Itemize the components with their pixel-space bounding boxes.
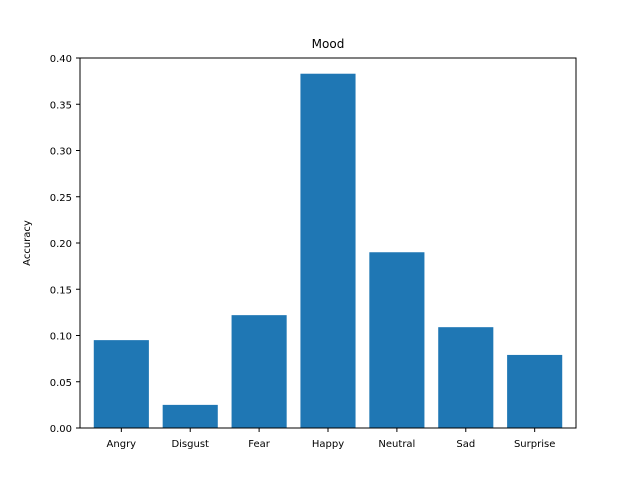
bar-happy — [300, 73, 356, 428]
bar-surprise — [507, 354, 563, 428]
x-ticks-group: Angry Disgust Fear Happy Neutral Sad Surprise — [107, 428, 555, 450]
bar-neutral — [369, 252, 425, 428]
x-tick-label: Fear — [248, 439, 270, 450]
y-axis-label: Accuracy — [22, 220, 33, 266]
y-tick-label: 0.00 — [50, 424, 72, 435]
bars-group — [93, 73, 563, 429]
x-tick-label: Neutral — [378, 439, 415, 450]
x-tick-label: Sad — [456, 439, 475, 450]
x-tick-label: Surprise — [514, 439, 555, 450]
x-tick-label: Angry — [107, 439, 137, 450]
bar-sad — [438, 327, 494, 428]
bar-disgust — [162, 404, 218, 429]
y-ticks-group: 0.00 0.05 0.10 0.15 0.20 0.25 0.30 0.35 0.40 — [50, 54, 80, 435]
y-tick-label: 0.20 — [50, 239, 72, 250]
y-tick-label: 0.40 — [50, 54, 72, 65]
y-tick-label: 0.15 — [50, 285, 72, 296]
x-tick-label: Disgust — [171, 439, 209, 450]
bar-angry — [93, 340, 149, 429]
y-tick-label: 0.30 — [50, 147, 72, 158]
y-tick-label: 0.10 — [50, 332, 72, 343]
y-tick-label: 0.35 — [50, 100, 72, 111]
bar-fear — [231, 315, 287, 428]
y-tick-label: 0.05 — [50, 378, 72, 389]
chart-title: Mood — [312, 37, 345, 51]
y-tick-label: 0.25 — [50, 193, 72, 204]
plot-frame — [79, 57, 577, 429]
x-tick-label: Happy — [312, 439, 344, 450]
